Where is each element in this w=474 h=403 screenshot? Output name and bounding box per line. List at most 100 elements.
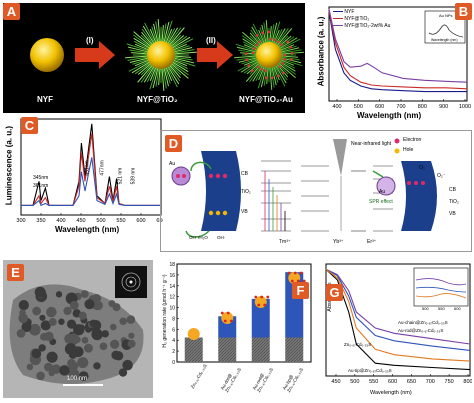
tick-label: 900 bbox=[439, 104, 448, 110]
nanoparticle bbox=[36, 371, 45, 381]
tio2-spike bbox=[273, 64, 286, 87]
tick-label: 2 bbox=[172, 349, 175, 355]
tio2-spike bbox=[278, 58, 295, 66]
tio2-spike bbox=[134, 59, 151, 67]
c-peak-label: 539 nm bbox=[130, 167, 137, 185]
tick-label: 450 bbox=[331, 379, 340, 385]
tick-label: 600 bbox=[388, 379, 397, 385]
au-nanoparticle bbox=[244, 52, 248, 55]
tio2-spike bbox=[137, 62, 153, 75]
tio2-spike bbox=[278, 44, 295, 52]
tick-label: 650 bbox=[156, 218, 163, 224]
nanoparticle bbox=[19, 309, 26, 317]
panel-e: E 100 nm bbox=[3, 260, 153, 398]
tio2-spike bbox=[275, 63, 289, 78]
tio2-spike bbox=[171, 60, 188, 70]
tio2-spike bbox=[260, 65, 267, 88]
tio2-spike bbox=[149, 66, 158, 90]
au-nanoparticle bbox=[276, 40, 280, 44]
tio2-spike bbox=[235, 43, 259, 53]
tio2-spike bbox=[238, 57, 259, 63]
tio2-spike bbox=[277, 61, 296, 79]
nanoparticle bbox=[32, 306, 41, 316]
tio2-spike bbox=[172, 47, 193, 53]
au-dot-icon bbox=[302, 279, 306, 283]
caption-nyf-tio2-au: NYF@TiO₂-Au bbox=[239, 95, 293, 104]
panel-g-inset bbox=[413, 267, 469, 307]
nanoparticle bbox=[34, 286, 46, 298]
nanoparticle bbox=[112, 303, 121, 312]
tio2-spike bbox=[172, 56, 193, 61]
tio2-spike bbox=[164, 20, 173, 44]
tio2-spike bbox=[241, 57, 259, 65]
tick-label: 550 bbox=[116, 218, 125, 224]
tio2-spike bbox=[172, 57, 195, 64]
d-label: Au bbox=[379, 189, 386, 195]
au-nanoparticle bbox=[256, 65, 260, 69]
tio2-spike bbox=[146, 65, 156, 82]
tick-label: 500 bbox=[96, 218, 105, 224]
nanoparticle bbox=[81, 336, 89, 344]
d-label-tio2: TiO₂ bbox=[449, 199, 459, 205]
tio2-spike bbox=[165, 28, 173, 45]
nanoparticle bbox=[99, 342, 108, 351]
nanoparticle bbox=[110, 339, 120, 349]
g-series-label: Au-tip@Zn₀.₆₇Cd₀.₃₃S bbox=[348, 368, 392, 373]
d-label-cb: CB bbox=[449, 187, 456, 193]
tio2-spike bbox=[132, 58, 150, 65]
nanoparticle bbox=[73, 324, 85, 336]
panel-label-g: G bbox=[326, 284, 343, 301]
nanoparticle bbox=[58, 318, 65, 325]
au-nanoparticle bbox=[283, 53, 287, 57]
tick-label: 700 bbox=[396, 104, 405, 110]
tio2-spike bbox=[163, 21, 170, 44]
tio2-spike bbox=[170, 35, 188, 49]
tio2-spike bbox=[161, 25, 164, 44]
nanoparticle bbox=[78, 371, 89, 382]
series-line bbox=[325, 268, 471, 345]
b-legend-item: NYF@TiO₂-2wt% Au bbox=[333, 23, 390, 30]
tio2-spike bbox=[166, 28, 176, 45]
tio2-spike bbox=[166, 65, 178, 88]
nanoparticle bbox=[91, 328, 103, 341]
tio2-spike bbox=[171, 38, 194, 50]
tio2-spike bbox=[142, 25, 156, 46]
nanoparticle bbox=[18, 313, 29, 324]
tick-label: 300 bbox=[16, 218, 25, 224]
panel-d: D Electron Hole Au CB TiO₂ VB OH⁻/H₂O OH… bbox=[160, 130, 472, 252]
au-nanoparticle bbox=[267, 30, 271, 34]
tio2-spike bbox=[257, 65, 267, 89]
nir-light-beam bbox=[333, 139, 347, 176]
au-nanoparticle bbox=[250, 69, 254, 73]
tick-label: 400 bbox=[332, 104, 341, 110]
au-dot-icon bbox=[287, 271, 291, 275]
tio2-spike bbox=[275, 28, 293, 47]
tick-label: 12 bbox=[169, 295, 175, 301]
au-nanoparticle bbox=[247, 64, 250, 67]
au-nanoparticle bbox=[268, 37, 272, 41]
tio2-spike bbox=[263, 65, 268, 86]
panel-label-a: A bbox=[3, 3, 20, 20]
tio2-spike bbox=[131, 60, 152, 74]
nanoparticle bbox=[68, 368, 80, 380]
tio2-spike bbox=[157, 19, 161, 44]
panel-a-schematic bbox=[30, 19, 304, 91]
au-nanoparticle bbox=[286, 40, 290, 44]
tio2-spike bbox=[259, 27, 267, 45]
au-nanoparticle bbox=[255, 34, 259, 37]
tio2-spike bbox=[279, 47, 300, 53]
au-dot-icon bbox=[293, 271, 297, 275]
tio2-spike bbox=[171, 59, 188, 67]
nanoparticle bbox=[39, 314, 46, 321]
nanoparticle bbox=[113, 351, 124, 361]
au-dot-icon bbox=[220, 311, 224, 315]
tio2-spike bbox=[242, 41, 260, 51]
bar-enhanced bbox=[251, 298, 270, 338]
panel-g-chart: 450 500 550 600 650 700 750 800 bbox=[325, 263, 473, 385]
tio2-spike bbox=[240, 60, 260, 73]
panel-label-c: C bbox=[21, 117, 38, 134]
tick-label: 1000 bbox=[459, 104, 471, 110]
tio2-spike bbox=[277, 61, 296, 75]
nanoparticle bbox=[46, 306, 57, 318]
tio2-spike bbox=[168, 27, 185, 47]
